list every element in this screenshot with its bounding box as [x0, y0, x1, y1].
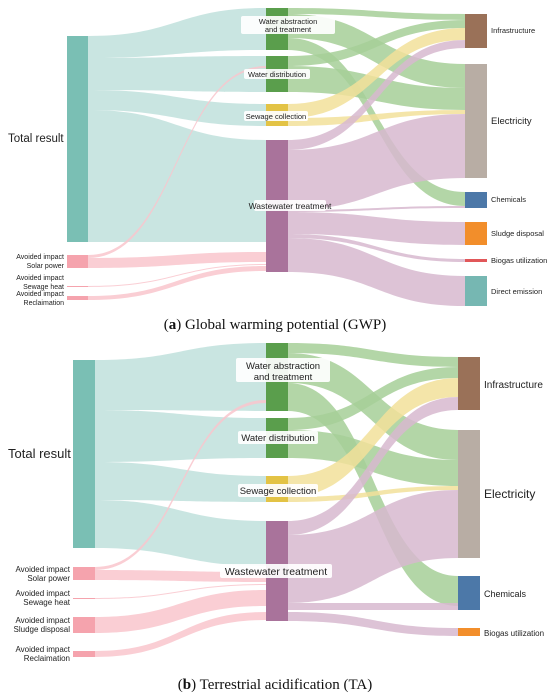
label-biogas-utilization-a: Biogas utilization [491, 256, 547, 265]
label-wastewater-treatment-a: Wastewater treatment [249, 201, 332, 211]
label-sewage-collection-a: Sewage collection [246, 112, 306, 121]
label-avoided-reclamation-a-l1: Avoided impact [16, 291, 64, 298]
link-b-ww-biogas [288, 612, 458, 636]
link-b-sludge-ww [95, 590, 266, 633]
label-avoided-solar-a-l1: Avoided impact [16, 254, 64, 261]
link-b-total-sew [95, 462, 266, 502]
panel-a-labels: Total result Avoided impact Solar power … [8, 16, 547, 333]
node-a-electricity [465, 64, 487, 178]
node-b-avoided-reclamation [73, 651, 95, 657]
link-a-ww-biogas [288, 234, 465, 262]
link-a-recl-ww [88, 266, 266, 300]
label-water-abstraction-b-l1: Water abstraction [246, 361, 320, 372]
label-avoided-heat-a-l2: Sewage heat [23, 284, 64, 291]
label-infrastructure-b: Infrastructure [484, 380, 543, 391]
label-total-result-b: Total result [8, 446, 71, 461]
link-a-total-wat [88, 8, 266, 58]
label-sewage-collection-b: Sewage collection [240, 486, 317, 497]
caption-b: (b) Terrestrial acidification (TA) [178, 677, 372, 693]
link-a-ww-direct [288, 238, 465, 306]
node-a-biogas-utilization [465, 259, 487, 262]
link-b-total-dist [95, 410, 266, 462]
node-b-electricity [458, 430, 480, 558]
node-b-avoided-heat [73, 598, 95, 599]
link-a-sew-infra [288, 28, 465, 118]
label-water-abstraction-a-l1: Water abstraction [259, 17, 318, 26]
label-water-abstraction-a-l2: and treatment [265, 25, 312, 34]
node-a-avoided-reclamation [67, 296, 88, 300]
panel-b-labels: Total result Avoided impact Solar power … [8, 358, 544, 693]
label-water-abstraction-b-l2: and treatment [254, 372, 313, 383]
link-a-total-dist [88, 56, 266, 92]
link-a-ww-infra [288, 40, 465, 150]
label-avoided-reclamation-b-l1: Avoided impact [15, 645, 70, 654]
label-electricity-a: Electricity [491, 116, 532, 127]
label-avoided-reclamation-b-l2: Reclaimation [24, 654, 70, 663]
node-b-infrastructure [458, 357, 480, 410]
link-a-dist-infra [288, 20, 465, 66]
label-wastewater-treatment-b: Wastewater treatment [225, 566, 327, 578]
link-b-recl-ww [95, 612, 266, 657]
label-avoided-reclamation-a-l2: Reclaimation [24, 300, 65, 307]
label-avoided-solar-b-l2: Solar power [27, 574, 70, 583]
label-water-distribution-a: Water distribution [248, 70, 306, 79]
link-b-dist-infra [288, 367, 458, 430]
link-a-heat-ww [88, 264, 266, 287]
label-avoided-solar-a-l2: Solar power [27, 263, 65, 270]
link-b-sew-infra [288, 378, 458, 497]
label-avoided-sludge-b-l1: Avoided impact [15, 616, 70, 625]
node-b-avoided-sludge [73, 617, 95, 633]
link-b-dist-elec [288, 430, 458, 486]
link-a-total-ww [88, 110, 266, 242]
node-a-infrastructure [465, 14, 487, 48]
label-avoided-heat-b-l2: Sewage heat [23, 598, 70, 607]
link-a-total-sew [88, 90, 266, 126]
node-a-chemicals [465, 192, 487, 208]
node-b-total-result [73, 360, 95, 548]
label-avoided-heat-a-l1: Avoided impact [16, 275, 64, 282]
label-chemicals-b: Chemicals [484, 589, 527, 599]
label-water-distribution-b: Water distribution [241, 433, 315, 444]
link-a-solar-wat [88, 66, 266, 258]
label-total-result-a: Total result [8, 133, 64, 145]
panel-a-links [88, 8, 465, 306]
link-a-wat-chem [288, 38, 465, 206]
link-b-total-ww [95, 500, 266, 566]
label-avoided-solar-b-l1: Avoided impact [15, 565, 70, 574]
link-b-solar-wat [95, 400, 266, 570]
link-b-heat-ww [95, 584, 266, 599]
link-a-ww-sludge [288, 212, 465, 245]
node-a-direct-emission [465, 276, 487, 306]
node-a-sludge-disposal [465, 222, 487, 245]
node-a-avoided-heat [67, 286, 88, 287]
link-b-total-wat [95, 343, 266, 411]
link-a-solar-ww [88, 252, 266, 268]
link-b-ww-infra [288, 397, 458, 535]
label-avoided-heat-b-l1: Avoided impact [15, 589, 70, 598]
node-b-avoided-solar [73, 567, 95, 580]
link-a-sew-elec [288, 110, 465, 126]
link-b-ww-chem [288, 603, 458, 610]
node-a-total-result [67, 36, 88, 242]
link-b-wat-infra [288, 343, 458, 367]
panel-b-links [95, 343, 458, 657]
link-a-dist-elec [288, 66, 465, 110]
node-b-biogas-utilization [458, 628, 480, 636]
link-b-sew-elec [288, 486, 458, 502]
link-a-ww-elec [288, 114, 465, 210]
label-biogas-utilization-b: Biogas utilization [484, 629, 544, 638]
label-chemicals-a: Chemicals [491, 195, 526, 204]
link-a-ww-chem [288, 206, 465, 212]
label-sludge-disposal-a: Sludge disposal [491, 229, 544, 238]
link-b-wat-elec [288, 353, 458, 460]
label-avoided-sludge-b-l2: Sludge disposal [14, 625, 71, 634]
label-infrastructure-a: Infrastructure [491, 26, 535, 35]
link-a-wat-infra [288, 8, 465, 20]
label-electricity-b: Electricity [484, 487, 535, 501]
node-a-avoided-solar [67, 255, 88, 268]
label-direct-emission-a: Direct emission [491, 287, 542, 296]
node-b-chemicals [458, 576, 480, 610]
caption-a: (a) Global warming potential (GWP) [164, 317, 386, 333]
